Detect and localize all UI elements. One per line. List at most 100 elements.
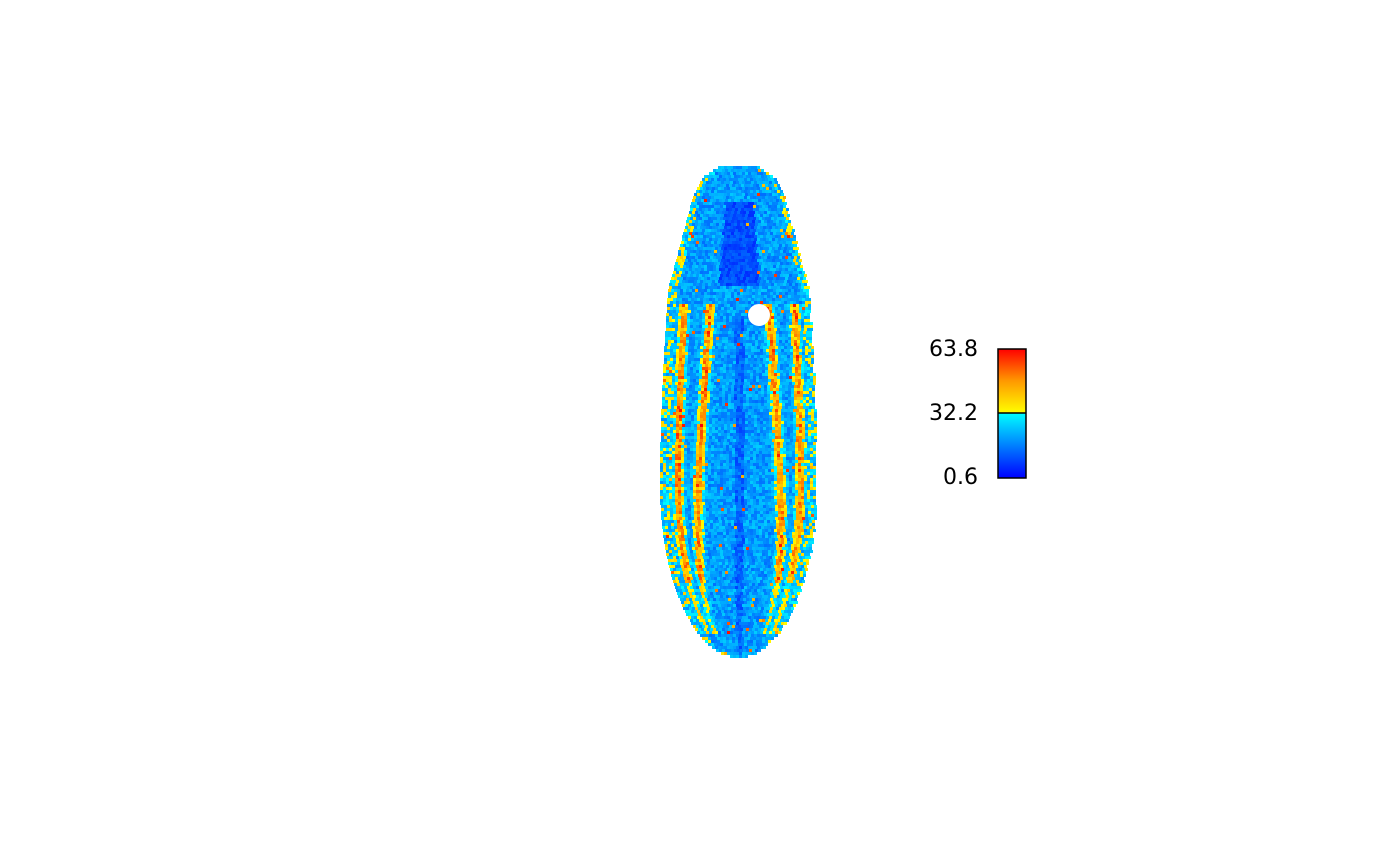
heatmap-cell	[689, 343, 692, 346]
heatmap-cell	[762, 457, 765, 460]
heatmap-cell	[663, 463, 666, 466]
heatmap-cell	[702, 496, 705, 499]
heatmap-cell	[723, 382, 726, 385]
heatmap-cell	[730, 409, 733, 412]
heatmap-cell	[718, 214, 721, 217]
heatmap-cell	[775, 358, 778, 361]
heatmap-cell	[738, 463, 741, 466]
heatmap-cell	[798, 457, 801, 460]
heatmap-cell	[663, 457, 666, 460]
heatmap-cell	[679, 433, 682, 436]
heatmap-cell	[720, 229, 723, 232]
heatmap-cell	[669, 490, 672, 493]
heatmap-cell	[680, 388, 683, 391]
heatmap-cell	[725, 343, 728, 346]
heatmap-cell	[758, 244, 761, 247]
heatmap-cell	[754, 238, 757, 241]
heatmap-cell	[798, 274, 801, 277]
heatmap-cell	[734, 289, 737, 292]
heatmap-cell	[725, 223, 728, 226]
heatmap-cell	[768, 487, 771, 490]
heatmap-cell	[785, 289, 788, 292]
heatmap-cell	[726, 478, 729, 481]
heatmap-cell	[720, 370, 723, 373]
heatmap-cell	[783, 469, 786, 472]
heatmap-cell	[784, 202, 787, 205]
heatmap-cell	[758, 277, 761, 280]
heatmap-cell	[672, 319, 675, 322]
heatmap-cell	[769, 214, 772, 217]
heatmap-cell	[774, 196, 777, 199]
heatmap-cell	[755, 334, 758, 337]
heatmap-cell	[696, 451, 699, 454]
heatmap-cell	[703, 361, 706, 364]
heatmap-cell	[796, 271, 799, 274]
heatmap-cell	[741, 325, 744, 328]
heatmap-cell	[783, 196, 786, 199]
heatmap-cell	[700, 271, 703, 274]
heatmap-cell	[806, 406, 809, 409]
heatmap-cell	[795, 313, 798, 316]
heatmap-cell	[775, 412, 778, 415]
heatmap-cell	[685, 424, 688, 427]
heatmap-cell	[675, 367, 678, 370]
heatmap-cell	[744, 493, 747, 496]
heatmap-cell	[765, 457, 768, 460]
heatmap-cell	[765, 496, 768, 499]
heatmap-cell	[813, 484, 816, 487]
heatmap-cell	[739, 187, 742, 190]
heatmap-cell	[729, 493, 732, 496]
heatmap-cell	[784, 355, 787, 358]
heatmap-cell	[719, 337, 722, 340]
heatmap-cell	[687, 283, 690, 286]
heatmap-cell	[772, 235, 775, 238]
heatmap-cell	[805, 430, 808, 433]
heatmap-cell	[676, 361, 679, 364]
heatmap-cell	[681, 487, 684, 490]
heatmap-cell	[758, 223, 761, 226]
heatmap-cell	[736, 193, 739, 196]
heatmap-cell	[787, 349, 790, 352]
heatmap-cell	[674, 343, 677, 346]
heatmap-cell	[680, 295, 683, 298]
heatmap-cell	[751, 436, 754, 439]
heatmap-cell	[718, 193, 721, 196]
heatmap-cell	[762, 460, 765, 463]
heatmap-cell	[708, 178, 711, 181]
heatmap-cell	[776, 232, 779, 235]
heatmap-cell	[752, 388, 755, 391]
heatmap-cell	[675, 463, 678, 466]
heatmap-cell	[776, 289, 779, 292]
heatmap-cell	[742, 415, 745, 418]
heatmap-cell	[786, 217, 789, 220]
heatmap-cell	[715, 235, 718, 238]
heatmap-cell	[763, 349, 766, 352]
heatmap-cell	[726, 457, 729, 460]
heatmap-cell	[737, 292, 740, 295]
heatmap-cell	[803, 397, 806, 400]
heatmap-cell	[705, 250, 708, 253]
heatmap-cell	[708, 283, 711, 286]
heatmap-cell	[681, 328, 684, 331]
heatmap-cell	[775, 415, 778, 418]
heatmap-cell	[739, 298, 742, 301]
heatmap-cell	[736, 280, 739, 283]
heatmap-cell	[670, 424, 673, 427]
heatmap-cell	[732, 487, 735, 490]
heatmap-cell	[776, 334, 779, 337]
heatmap-cell	[798, 460, 801, 463]
heatmap-cell	[800, 388, 803, 391]
heatmap-cell	[700, 238, 703, 241]
heatmap-cell	[672, 442, 675, 445]
heatmap-cell	[760, 214, 763, 217]
heatmap-cell	[699, 499, 702, 502]
heatmap-cell	[665, 394, 668, 397]
heatmap-cell	[787, 271, 790, 274]
heatmap-cell	[761, 340, 764, 343]
heatmap-cell	[678, 484, 681, 487]
heatmap-cell	[711, 205, 714, 208]
heatmap-cell	[679, 430, 682, 433]
heatmap-cell	[681, 313, 684, 316]
heatmap-cell	[786, 472, 789, 475]
heatmap-cell	[765, 373, 768, 376]
